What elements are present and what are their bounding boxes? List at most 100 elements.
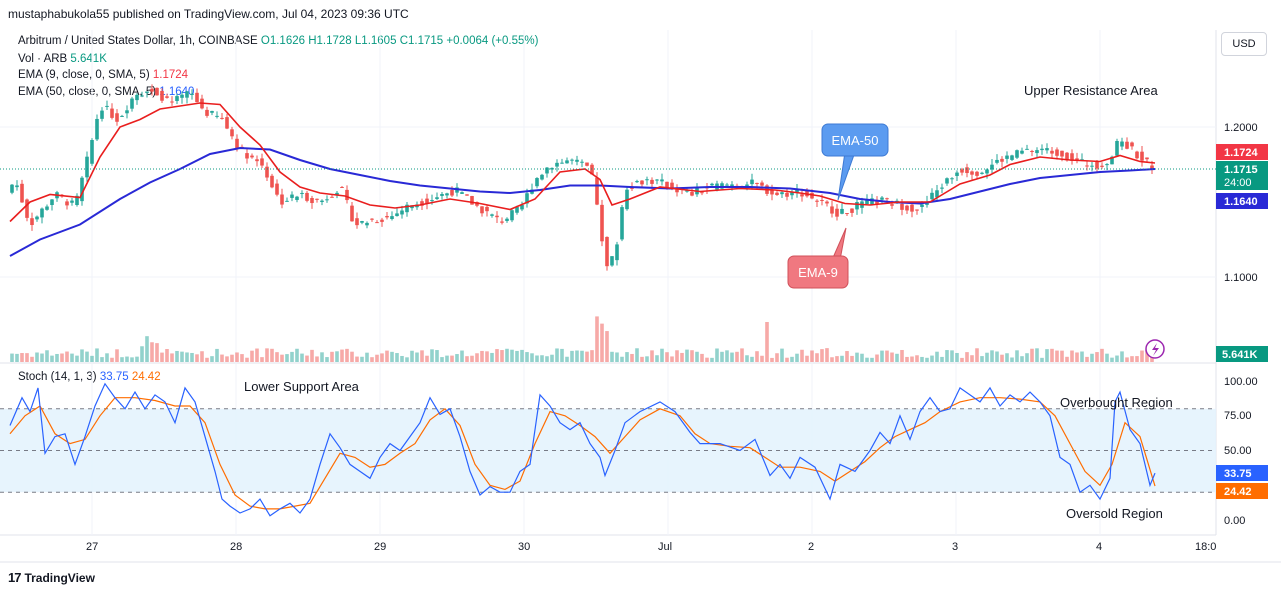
oversold-label: Oversold Region — [1066, 506, 1163, 521]
candle — [145, 91, 149, 98]
volume-bar — [440, 357, 444, 362]
y-tick-1-2000: 1.2000 — [1224, 122, 1258, 134]
candle — [1035, 147, 1039, 158]
candle — [160, 88, 164, 103]
volume-bar — [365, 352, 369, 362]
volume-bar — [860, 353, 864, 362]
volume-bar — [740, 348, 744, 362]
ema50-label[interactable]: EMA (50, close, 0, SMA, 5) — [18, 86, 157, 98]
volume-bar — [630, 353, 634, 362]
candle — [950, 177, 954, 184]
volume-bar — [705, 357, 709, 362]
volume-bar — [185, 352, 189, 362]
candle — [375, 220, 379, 224]
ema9-label[interactable]: EMA (9, close, 0, SMA, 5) — [18, 69, 150, 81]
bar-countdown: 24:00 — [1224, 177, 1252, 189]
ema9-callout: EMA-9 — [787, 227, 849, 289]
candle — [905, 204, 909, 215]
volume-bar — [760, 355, 764, 362]
volume-bar — [390, 351, 394, 362]
candle — [825, 200, 829, 207]
volume-bar — [935, 351, 939, 362]
volume-label[interactable]: Vol · ARB — [18, 53, 68, 65]
volume-bar — [260, 357, 264, 362]
volume-bar — [270, 348, 274, 362]
candle — [340, 186, 344, 189]
candle — [1100, 162, 1104, 169]
candle — [260, 153, 264, 169]
volume-bar — [350, 351, 354, 362]
candle — [555, 159, 559, 172]
legend-ema9-row: EMA (9, close, 0, SMA, 5) 1.1724 — [18, 69, 188, 81]
volume-bar — [310, 349, 314, 362]
candle — [135, 93, 139, 105]
volume-bar — [35, 352, 39, 362]
candle — [1140, 145, 1144, 167]
x-tick-30: 30 — [518, 541, 530, 553]
candle — [1010, 154, 1014, 162]
volume-bar — [200, 351, 204, 362]
candle — [585, 162, 589, 167]
x-tick-29: 29 — [374, 541, 386, 553]
volume-bar — [450, 355, 454, 362]
volume-bar — [865, 357, 869, 362]
candle — [1030, 149, 1034, 157]
x-tick-27: 27 — [86, 541, 98, 553]
candle — [205, 106, 209, 118]
currency-button[interactable]: USD — [1221, 32, 1267, 56]
volume-bar — [1020, 356, 1024, 362]
candle — [305, 190, 309, 203]
volume-bar — [455, 354, 459, 362]
volume-bar — [805, 355, 809, 362]
tradingview-logo[interactable]: 17 TradingView — [8, 570, 95, 585]
candle — [90, 138, 94, 166]
candle — [20, 179, 24, 203]
stoch-label[interactable]: Stoch (14, 1, 3) — [18, 371, 97, 383]
volume-bar — [965, 352, 969, 362]
candle — [320, 199, 324, 206]
candle — [510, 208, 514, 223]
candle — [540, 173, 544, 181]
volume-bar — [405, 357, 409, 362]
volume-bar — [855, 352, 859, 362]
candle — [55, 190, 59, 202]
candle — [480, 206, 484, 217]
candle — [120, 114, 124, 117]
volume-bar — [40, 353, 44, 362]
volume-bar — [1125, 357, 1129, 362]
volume-bar — [785, 357, 789, 362]
lightning-icon[interactable] — [1145, 339, 1165, 359]
candle — [530, 183, 534, 195]
candle — [1070, 149, 1074, 165]
candle — [1135, 150, 1139, 160]
symbol-name[interactable]: Arbitrum / United States Dollar, 1h, COI… — [18, 35, 258, 47]
candle — [725, 182, 729, 186]
volume-bar — [75, 355, 79, 362]
candle — [15, 180, 19, 191]
volume-bar — [595, 316, 599, 362]
ohlc-low: L1.1605 — [354, 35, 397, 47]
volume-bar — [920, 356, 924, 362]
volume-bar — [725, 350, 729, 362]
candle — [370, 218, 374, 222]
candle — [190, 89, 194, 100]
candle — [930, 188, 934, 201]
ema50-callout-text: EMA-50 — [832, 133, 879, 148]
candle — [610, 256, 614, 267]
volume-bar — [1010, 357, 1014, 362]
volume-bar — [1030, 348, 1034, 362]
volume-bar — [1075, 352, 1079, 362]
volume-bar — [230, 354, 234, 362]
candle — [975, 170, 979, 180]
candle — [575, 155, 579, 166]
volume-bar — [835, 356, 839, 362]
candle — [225, 113, 229, 130]
volume-bar — [65, 351, 69, 362]
candle — [845, 212, 849, 217]
volume-bar — [1105, 353, 1109, 362]
stoch-tick-75: 75.00 — [1224, 410, 1252, 422]
volume-bar — [195, 354, 199, 362]
volume-bar — [275, 352, 279, 362]
candle — [185, 90, 189, 104]
